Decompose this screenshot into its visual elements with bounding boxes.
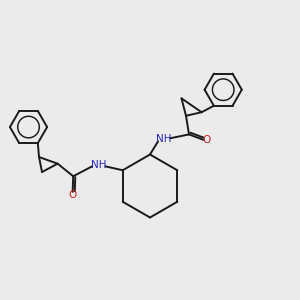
Text: NH: NH (91, 160, 106, 170)
Text: O: O (203, 135, 211, 145)
Text: O: O (68, 190, 77, 200)
Text: NH: NH (156, 134, 171, 144)
